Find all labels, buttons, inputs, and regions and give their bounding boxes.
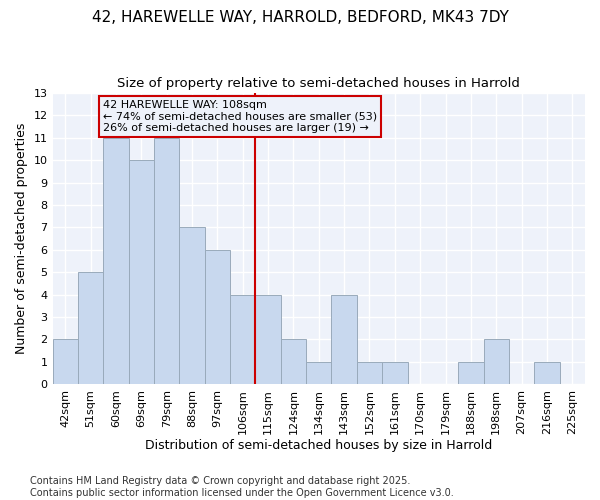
Bar xyxy=(357,362,382,384)
Bar xyxy=(281,340,306,384)
X-axis label: Distribution of semi-detached houses by size in Harrold: Distribution of semi-detached houses by … xyxy=(145,440,493,452)
Text: 42, HAREWELLE WAY, HARROLD, BEDFORD, MK43 7DY: 42, HAREWELLE WAY, HARROLD, BEDFORD, MK4… xyxy=(92,10,508,25)
Bar xyxy=(103,138,128,384)
Bar xyxy=(154,138,179,384)
Bar xyxy=(256,294,281,384)
Bar xyxy=(230,294,256,384)
Bar xyxy=(458,362,484,384)
Bar xyxy=(484,340,509,384)
Bar xyxy=(331,294,357,384)
Bar xyxy=(179,228,205,384)
Bar xyxy=(306,362,331,384)
Bar xyxy=(128,160,154,384)
Bar xyxy=(534,362,560,384)
Bar xyxy=(53,340,78,384)
Bar xyxy=(78,272,103,384)
Title: Size of property relative to semi-detached houses in Harrold: Size of property relative to semi-detach… xyxy=(118,78,520,90)
Bar xyxy=(382,362,407,384)
Text: Contains HM Land Registry data © Crown copyright and database right 2025.
Contai: Contains HM Land Registry data © Crown c… xyxy=(30,476,454,498)
Text: 42 HAREWELLE WAY: 108sqm
← 74% of semi-detached houses are smaller (53)
26% of s: 42 HAREWELLE WAY: 108sqm ← 74% of semi-d… xyxy=(103,100,377,133)
Y-axis label: Number of semi-detached properties: Number of semi-detached properties xyxy=(15,123,28,354)
Bar xyxy=(205,250,230,384)
